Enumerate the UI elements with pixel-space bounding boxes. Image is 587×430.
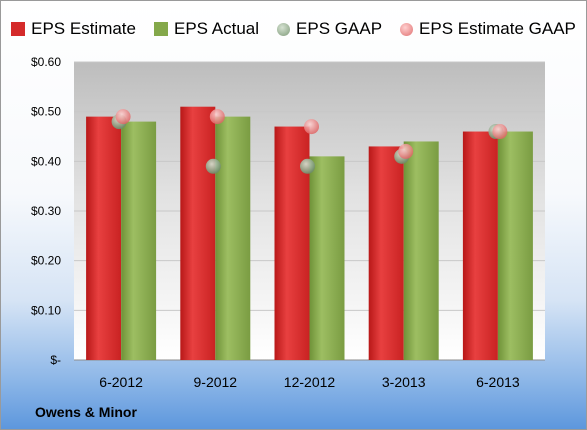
y-tick-label: $0.20: [31, 254, 61, 268]
x-tick-label: 6-2012: [99, 374, 143, 390]
legend-swatch-eps-estimate-gaap: [400, 22, 414, 36]
bar-eps-estimate: [180, 106, 216, 360]
bar-eps-estimate: [462, 131, 498, 360]
bar-eps-estimate: [368, 146, 404, 360]
marker-eps-estimate-gaap: [304, 119, 319, 135]
legend-label-eps-gaap: EPS GAAP: [296, 19, 383, 38]
marker-eps-gaap: [300, 158, 315, 174]
legend: EPS Estimate EPS Actual EPS GAAP EPS Est…: [1, 17, 586, 41]
marker-eps-estimate-gaap: [209, 109, 225, 125]
y-tick-label: $0.50: [31, 105, 61, 119]
legend-label-eps-estimate: EPS Estimate: [31, 19, 136, 38]
x-tick-label: 9-2012: [194, 374, 238, 390]
legend-item-eps-estimate-gaap: EPS Estimate GAAP: [400, 19, 576, 39]
legend-swatch-eps-gaap: [277, 22, 291, 36]
marker-eps-estimate-gaap: [492, 124, 508, 140]
company-name: Owens & Minor: [35, 404, 137, 420]
bar-eps-actual: [309, 156, 345, 360]
y-tick-label: $0.10: [31, 303, 61, 317]
x-tick-label: 12-2012: [284, 374, 336, 390]
y-tick-label: $-: [50, 353, 61, 367]
bar-eps-estimate: [86, 116, 122, 360]
legend-item-eps-actual: EPS Actual: [153, 19, 260, 39]
x-tick-label: 3-2013: [382, 374, 426, 390]
x-tick-label: 6-2013: [476, 374, 520, 390]
y-tick-label: $0.60: [31, 55, 61, 69]
legend-swatch-eps-actual: [153, 22, 168, 36]
legend-swatch-eps-estimate: [11, 22, 26, 36]
marker-eps-estimate-gaap: [398, 143, 414, 159]
marker-eps-estimate-gaap: [115, 109, 131, 125]
legend-label-eps-estimate-gaap: EPS Estimate GAAP: [419, 19, 576, 38]
legend-item-eps-gaap: EPS GAAP: [277, 19, 382, 39]
bar-eps-actual: [121, 121, 157, 360]
legend-label-eps-actual: EPS Actual: [173, 19, 260, 38]
bar-eps-actual: [403, 141, 439, 360]
legend-item-eps-estimate: EPS Estimate: [11, 19, 136, 39]
bar-eps-actual: [215, 116, 251, 360]
bar-eps-actual: [497, 131, 533, 360]
marker-eps-gaap: [205, 158, 221, 174]
y-tick-label: $0.40: [31, 154, 61, 168]
y-tick-label: $0.30: [31, 204, 61, 218]
